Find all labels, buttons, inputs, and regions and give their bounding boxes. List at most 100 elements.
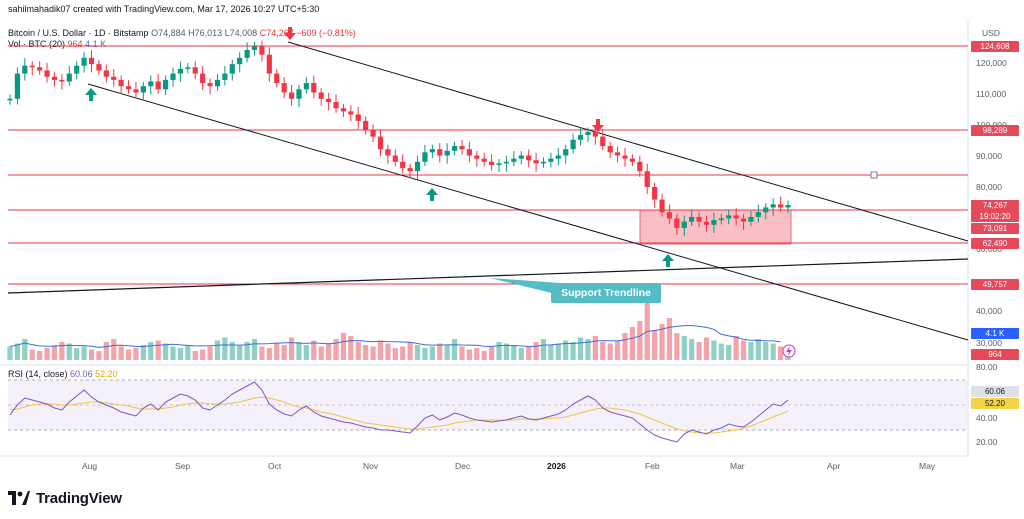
candle [696, 216, 702, 222]
volume-bar [585, 339, 591, 360]
brand-name: TradingView [36, 489, 122, 507]
ohlc-high: H76,013 [188, 28, 223, 38]
tradingview-logo[interactable]: TradingView [8, 487, 122, 509]
candle [326, 98, 332, 102]
candle [600, 136, 606, 147]
volume-bar [259, 346, 265, 360]
candle [14, 73, 21, 99]
time-label: Aug [82, 461, 98, 471]
candle [770, 204, 776, 208]
volume-bar [422, 348, 428, 360]
candle [59, 79, 65, 82]
down-arrow-icon [284, 27, 296, 40]
candle [777, 204, 784, 208]
candle [422, 152, 428, 162]
volume-bars [7, 294, 791, 360]
rsi-tick: 80.00 [976, 362, 998, 372]
candle [200, 73, 206, 84]
volume-bar [600, 342, 606, 360]
candle [22, 65, 28, 74]
price-tick: 90,000 [976, 151, 1002, 161]
time-label: Mar [730, 461, 745, 471]
volume-bar [303, 345, 309, 360]
candle [96, 64, 102, 71]
candle [681, 221, 687, 228]
volume-bar [74, 348, 80, 360]
support-trendline-callout[interactable]: Support Trendline [551, 283, 661, 303]
rsi-tick: 40.00 [976, 413, 998, 423]
candle [518, 155, 524, 159]
candle [400, 161, 406, 169]
candle [103, 70, 109, 77]
candle [711, 220, 717, 225]
volume-bar [481, 351, 487, 360]
volume-bar [689, 339, 695, 360]
time-label: Apr [827, 461, 841, 471]
candles [7, 40, 791, 237]
lower-channel-trendline[interactable] [87, 83, 969, 341]
tradingview-logo-icon [8, 491, 30, 505]
volume-bar [22, 339, 28, 360]
lightning-icon[interactable] [782, 344, 796, 358]
trendline-handle[interactable] [870, 171, 878, 179]
candle [303, 83, 309, 90]
volume-label[interactable]: Vol · BTC (20) [8, 39, 66, 49]
volume-bar [540, 339, 547, 360]
volume-bar [437, 343, 443, 360]
candle [503, 161, 510, 164]
support-trendline[interactable] [7, 258, 969, 294]
symbol-name[interactable]: Bitcoin / U.S. Dollar · 1D · Bitstamp [8, 28, 149, 38]
candle [244, 49, 250, 58]
volume-bar [140, 345, 146, 360]
volume-bar [296, 342, 302, 360]
volume-bar [318, 346, 324, 360]
candle [666, 212, 673, 219]
candle [140, 86, 146, 93]
volume-bar [348, 336, 354, 360]
volume-bar [207, 346, 213, 360]
volume-bar [607, 343, 613, 360]
candle [7, 98, 13, 101]
candle [414, 161, 421, 172]
candle [392, 155, 398, 162]
volume-bar [400, 346, 406, 360]
volume-bar [407, 342, 413, 360]
candle [785, 205, 791, 208]
rsi-value-tag: 60.06 [971, 386, 1019, 397]
candle [237, 57, 243, 65]
volume-value: 964 [67, 39, 83, 49]
volume-bar [59, 342, 65, 360]
volume-tag: 964 [971, 349, 1019, 360]
volume-bar [222, 337, 228, 360]
level-tag: 62,490 [971, 238, 1019, 249]
candle [607, 146, 613, 153]
volume-bar [229, 342, 235, 360]
candle [451, 146, 458, 151]
candle [192, 67, 198, 74]
candle [44, 70, 50, 77]
candle [496, 163, 502, 165]
volume-ma-line [9, 324, 781, 348]
candle [429, 149, 435, 153]
volume-bar [666, 318, 673, 360]
candle [170, 73, 176, 80]
upper-channel-trendline[interactable] [287, 41, 969, 242]
candle [207, 83, 213, 87]
volume-bar [563, 340, 569, 360]
time-label: Nov [363, 461, 379, 471]
up-arrow-icon [426, 188, 438, 201]
volume-bar [340, 333, 347, 360]
volume-bar [355, 342, 361, 360]
volume-bar [718, 343, 724, 360]
candle [555, 155, 561, 159]
volume-bar [125, 349, 132, 360]
volume-bar [577, 337, 584, 360]
candle [340, 108, 347, 112]
volume-bar [7, 346, 13, 360]
candle [548, 158, 554, 162]
volume-bar [103, 342, 109, 360]
volume-bar [288, 337, 295, 360]
volume-bar [51, 345, 58, 360]
rsi-label[interactable]: RSI (14, close) [8, 369, 68, 379]
